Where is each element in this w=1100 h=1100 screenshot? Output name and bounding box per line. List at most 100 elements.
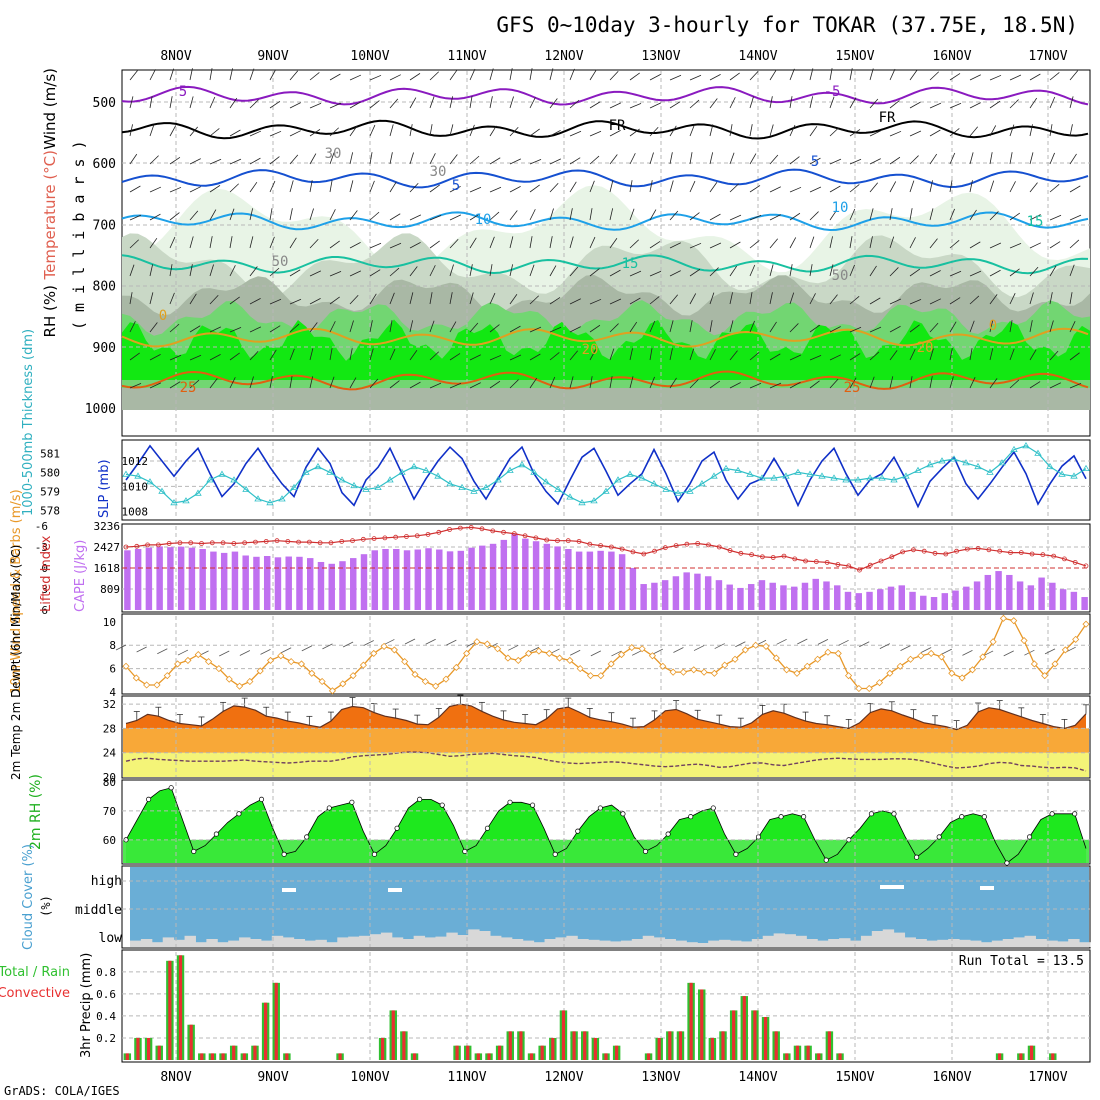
wind-barb — [969, 348, 973, 361]
wind-speed-point — [514, 656, 522, 664]
wind-barb — [329, 73, 341, 81]
low-cloud-bar — [424, 937, 436, 947]
surface-wind-barb — [446, 639, 457, 646]
precip-convective-bar — [253, 1045, 257, 1060]
li-point — [921, 548, 927, 554]
cape-bar — [930, 597, 938, 610]
wind-barb — [329, 348, 333, 361]
cape-bar — [758, 580, 766, 610]
wind-barb — [949, 180, 953, 193]
wind-barb — [369, 378, 379, 389]
wind-barb — [489, 292, 496, 305]
wind-barb — [389, 152, 393, 165]
wind-barb — [989, 125, 997, 137]
wind-barb — [829, 68, 833, 81]
wind-barb — [229, 158, 242, 165]
wind-barb — [909, 348, 916, 361]
wind-barb — [449, 292, 453, 305]
low-cloud-bar — [370, 934, 382, 947]
wind-barb — [289, 130, 301, 137]
cloud-panel: high middle low (%) Cloud Cover (%) — [21, 844, 1091, 950]
cape-bar — [382, 548, 389, 610]
li-point — [177, 540, 183, 546]
upper-air-ylabel-wind: Wind (m/s) — [41, 68, 59, 150]
cloud-level-label: high — [91, 874, 122, 889]
cape-bar — [877, 589, 884, 610]
wind-barb — [589, 349, 597, 361]
wind-barb — [969, 180, 973, 193]
cape-bar — [618, 554, 626, 610]
wind-barb — [749, 351, 760, 361]
wind-barb — [409, 320, 414, 333]
wind-barb — [289, 180, 294, 193]
wind-barb — [669, 74, 682, 81]
thickness-tick-label: 579 — [40, 485, 60, 498]
low-cloud-bar — [304, 940, 316, 947]
wind-barb — [509, 210, 518, 221]
wind-barb — [689, 212, 700, 221]
wind-barb — [169, 96, 173, 109]
li-point — [770, 555, 776, 560]
wind-barb — [309, 208, 314, 221]
isotherm-line — [121, 211, 1089, 232]
wind-barb — [709, 213, 721, 221]
cape-bar — [457, 550, 465, 610]
thickness-point — [926, 461, 934, 468]
low-cloud-bar — [533, 942, 546, 947]
li-point — [231, 541, 237, 546]
wind-speed-point — [586, 672, 595, 680]
day-label: 10NOV — [350, 49, 389, 64]
wind-barb — [1029, 214, 1041, 221]
wind-barb — [949, 348, 953, 361]
wind-tick-label: 6 — [109, 663, 116, 676]
cape-bar — [489, 543, 497, 610]
wind-barb — [489, 380, 501, 389]
wind-barb — [349, 242, 361, 249]
thickness-point — [830, 474, 838, 481]
wind-speed-point — [153, 681, 161, 689]
wind-barb — [189, 325, 201, 333]
wind-barb — [389, 380, 400, 389]
precip-convective-bar — [795, 1045, 800, 1060]
low-cloud-bar — [337, 937, 349, 947]
precip-convective-bar — [455, 1045, 459, 1060]
wind-barb — [749, 264, 756, 277]
cape-bar — [511, 533, 518, 610]
wind-barb — [249, 266, 258, 277]
wind-barb — [649, 296, 660, 305]
rh2m-point — [236, 811, 242, 817]
wind-barb — [509, 127, 519, 137]
pressure-tick-label: 1000 — [85, 402, 116, 417]
wind-speed-line — [125, 617, 1087, 692]
thickness-tick-label: 581 — [40, 447, 60, 460]
high-cloud-patch — [890, 885, 904, 889]
thickness-point — [134, 472, 142, 479]
li-point — [684, 541, 690, 547]
li-point — [414, 533, 420, 539]
surface-wind-barb — [900, 645, 911, 651]
wind-speed-point — [432, 682, 440, 690]
rh2m-point — [281, 851, 287, 857]
wind-barb — [609, 376, 613, 389]
li-point — [792, 556, 798, 562]
wind-barb — [1049, 72, 1060, 81]
cape-bar — [350, 558, 357, 610]
li-point — [1051, 553, 1057, 559]
wind-barb — [849, 97, 857, 109]
wind-barb — [689, 293, 697, 305]
wind-barb — [609, 298, 622, 305]
li-point — [274, 538, 280, 544]
cape-bar — [941, 593, 949, 610]
wind-speed-point — [772, 654, 780, 662]
wind-barb — [149, 155, 159, 165]
wind-barb — [469, 354, 481, 361]
slp-tick-label: 1010 — [122, 480, 149, 493]
low-cloud-bar — [795, 935, 807, 947]
isotherm-line — [121, 327, 1089, 348]
li-point — [619, 546, 625, 552]
wind-barb — [509, 354, 522, 361]
wind-barb — [749, 240, 760, 249]
thickness-point — [578, 499, 586, 506]
wind-barb — [669, 242, 681, 249]
rh2m-point — [688, 814, 694, 820]
